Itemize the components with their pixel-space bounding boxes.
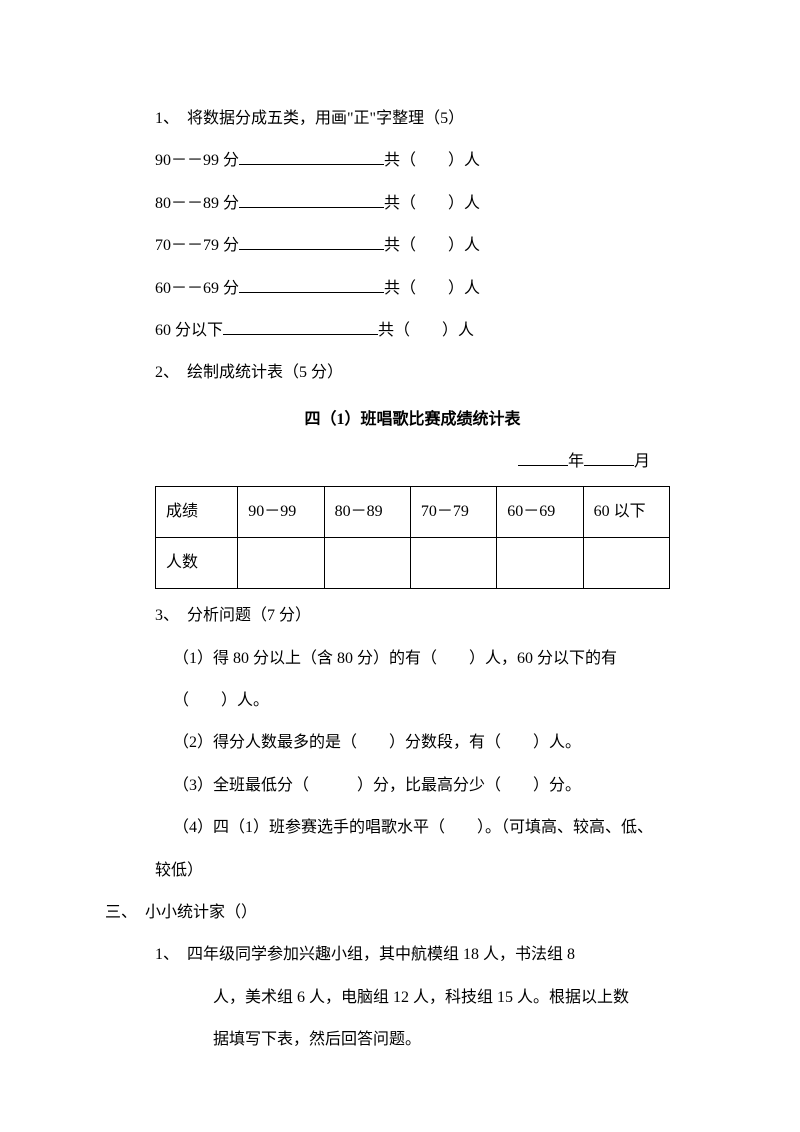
- q3-item: （ ）人。: [155, 682, 670, 720]
- range-suffix: 共（ ）人: [384, 152, 480, 169]
- q1-range-4: 60 分以下 共（ ）人: [155, 312, 670, 350]
- q3-item: （4）四（1）班参赛选手的唱歌水平（ ）。（可填高、较高、低、: [155, 809, 670, 847]
- section3-content: 1、 四年级同学参加兴趣小组，其中航模组 18 人，书法组 8 人，美术组 6 …: [155, 936, 670, 1059]
- date-row: 年月: [155, 443, 670, 481]
- table-cell: 60 以下: [583, 486, 669, 537]
- section3-heading: 三、 小小统计家（）: [105, 894, 670, 932]
- month-blank[interactable]: [584, 447, 634, 466]
- blank-line[interactable]: [239, 273, 384, 292]
- q3-heading: 3、 分析问题（7 分）: [155, 597, 670, 635]
- table-row: 成绩 90－99 80－89 70－79 60－69 60 以下: [156, 486, 670, 537]
- year-label: 年: [568, 453, 584, 470]
- range-label: 80－－89 分: [155, 195, 239, 212]
- table-cell[interactable]: [324, 537, 410, 588]
- range-label: 60 分以下: [155, 322, 223, 339]
- blank-line[interactable]: [239, 189, 384, 208]
- range-suffix: 共（ ）人: [378, 322, 474, 339]
- year-blank[interactable]: [518, 447, 568, 466]
- q1-range-2: 70－－79 分 共（ ）人: [155, 227, 670, 265]
- range-label: 90－－99 分: [155, 152, 239, 169]
- range-label: 60－－69 分: [155, 280, 239, 297]
- table-cell: 70－79: [410, 486, 496, 537]
- table-cell: 80－89: [324, 486, 410, 537]
- range-suffix: 共（ ）人: [384, 195, 480, 212]
- table-row: 人数: [156, 537, 670, 588]
- q2-heading: 2、 绘制成统计表（5 分）: [155, 354, 670, 392]
- blank-line[interactable]: [239, 231, 384, 250]
- table-cell: 90－99: [238, 486, 324, 537]
- s3-q1-line: 据填写下表，然后回答问题。: [155, 1021, 670, 1059]
- s3-q1-line: 1、 四年级同学参加兴趣小组，其中航模组 18 人，书法组 8: [155, 936, 670, 974]
- q1-range-1: 80－－89 分 共（ ）人: [155, 185, 670, 223]
- q3-item: 较低）: [155, 852, 670, 890]
- table-cell: 60－69: [497, 486, 583, 537]
- range-suffix: 共（ ）人: [384, 280, 480, 297]
- table-cell: 成绩: [156, 486, 238, 537]
- q3-item: （3）全班最低分（ ）分，比最高分少（ ）分。: [155, 767, 670, 805]
- table-cell[interactable]: [497, 537, 583, 588]
- blank-line[interactable]: [223, 316, 378, 335]
- content-area: 1、 将数据分成五类，用画"正"字整理（5） 90－－99 分共（ ）人 80－…: [155, 100, 670, 890]
- table-cell: 人数: [156, 537, 238, 588]
- q1-range-0: 90－－99 分 共（ ）人: [155, 142, 670, 180]
- table-cell[interactable]: [583, 537, 669, 588]
- table-cell[interactable]: [410, 537, 496, 588]
- table-title: 四（1）班唱歌比赛成绩统计表: [155, 401, 670, 439]
- range-label: 70－－79 分: [155, 237, 239, 254]
- q1-range-3: 60－－69 分 共（ ）人: [155, 270, 670, 308]
- q3-item: （2）得分人数最多的是（ ）分数段，有（ ）人。: [155, 724, 670, 762]
- score-table: 成绩 90－99 80－89 70－79 60－69 60 以下 人数: [155, 486, 670, 590]
- s3-q1-line: 人，美术组 6 人，电脑组 12 人，科技组 15 人。根据以上数: [155, 979, 670, 1017]
- q3-item: （1）得 80 分以上（含 80 分）的有（ ）人，60 分以下的有: [155, 640, 670, 678]
- range-suffix: 共（ ）人: [384, 237, 480, 254]
- blank-line[interactable]: [239, 146, 384, 165]
- table-cell[interactable]: [238, 537, 324, 588]
- month-label: 月: [634, 453, 650, 470]
- q1-heading: 1、 将数据分成五类，用画"正"字整理（5）: [155, 100, 670, 138]
